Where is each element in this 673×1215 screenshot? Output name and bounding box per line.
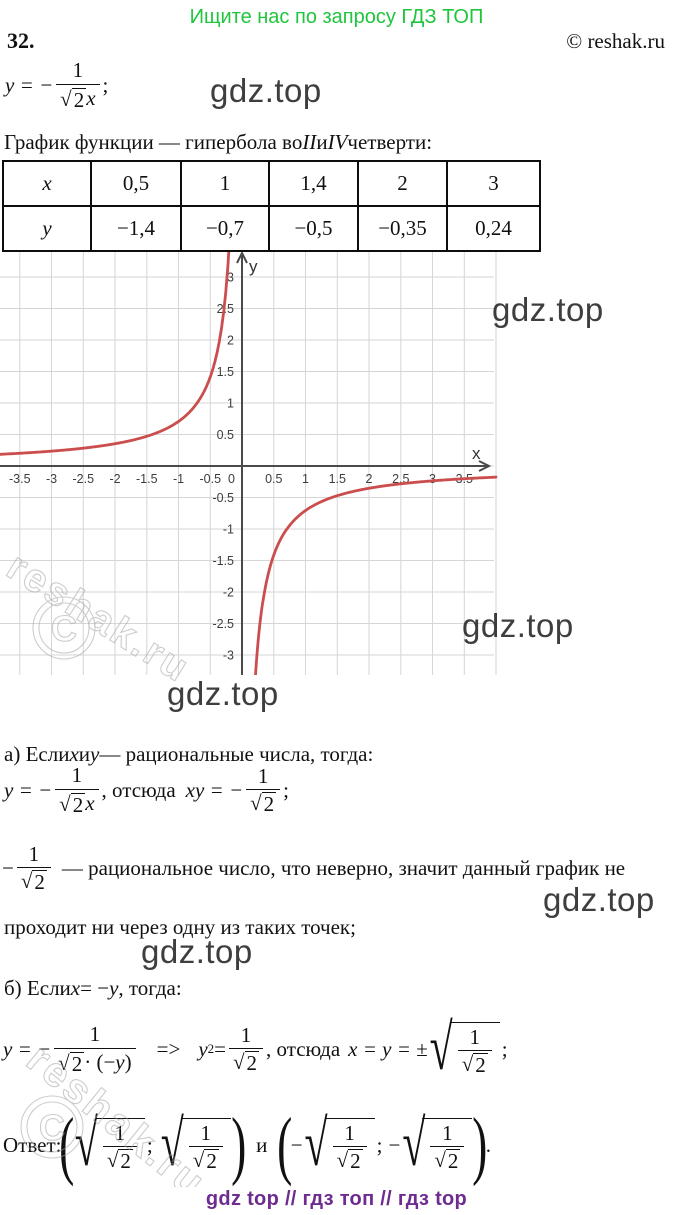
graph-caption: График функции — гипербола во II и IV че… [4, 129, 433, 154]
svg-text:3: 3 [429, 472, 436, 486]
svg-text:0.5: 0.5 [265, 472, 282, 486]
intro-formula: y = −1 √ 2 x; [5, 58, 109, 112]
y-value: −1,4 [90, 205, 182, 252]
svg-text:y: y [249, 257, 258, 276]
section-a-formula: y = −1 √ 2 x, отсюда xy = −1 √ 2; [4, 763, 289, 817]
y-value: −0,7 [180, 205, 270, 252]
svg-text:-2: -2 [223, 586, 234, 600]
svg-text:-2: -2 [109, 472, 120, 486]
svg-text:-1: -1 [223, 523, 234, 537]
svg-text:-3.5: -3.5 [9, 472, 31, 486]
gdz-watermark-4: gdz.top [167, 675, 279, 712]
values-table: x 0,5 1 1,4 2 3 y −1,4 −0,7 −0,5 −0,35 0… [2, 160, 541, 252]
reshak-watermark-graph: reshak.ru C [0, 544, 195, 685]
footer-tags: gdz top // гдз топ // гдз top [205, 1188, 468, 1210]
svg-text:0.5: 0.5 [217, 428, 234, 442]
y-value: −0,5 [268, 205, 359, 252]
y-value: −0,35 [357, 205, 448, 252]
function-graph: -3.5 -3 -2.5 -2 -1.5 -1 -0.5 0 0.5 1 1.5 2 2.5 3 3.532… [0, 252, 498, 675]
gdz-watermark-2: gdz.top [492, 291, 604, 328]
x-value: 1,4 [268, 160, 359, 207]
table-row-x: x 0,5 1 1,4 2 3 [2, 160, 541, 207]
answer-line: Ответ: (√ 1 √ 2; √ 1 √ 2) и(− √ 1 √ 2; − √ 1 √ 2). [3, 1102, 491, 1187]
section-a-paragraph-2: проходит ни через одну из таких точек; [4, 914, 356, 939]
gdz-watermark-5: gdz.top [543, 881, 655, 918]
section-b-formula: y = −1 √ 2 · (− y) => y 2 = 1 √ 2, отсюда x = y =… [3, 1013, 508, 1085]
x-value: 3 [446, 160, 541, 207]
reshak-watermark-text: reshak.ru [0, 544, 195, 685]
row-x-label: x [2, 160, 92, 207]
svg-text:-1: -1 [173, 472, 184, 486]
reshak-watermark-c: C [51, 608, 77, 649]
svg-text:-1.5: -1.5 [136, 472, 158, 486]
svg-text:-3: -3 [223, 649, 234, 663]
reshak-watermark-c: C [39, 1107, 65, 1148]
svg-text:3: 3 [227, 271, 234, 285]
section-b-heading: б) Если x = − y, тогда: [4, 975, 182, 1000]
reshak-watermark-bottom: reshak.ru C [18, 1034, 210, 1187]
svg-text:0: 0 [228, 472, 235, 486]
svg-text:-1.5: -1.5 [212, 554, 234, 568]
copyright-notice: © reshak.ru [566, 29, 665, 53]
svg-text:-3: -3 [46, 472, 57, 486]
gdz-watermark-3: gdz.top [462, 607, 574, 644]
svg-text:1: 1 [227, 397, 234, 411]
svg-text:1.5: 1.5 [329, 472, 346, 486]
gdz-watermark-1: gdz.top [210, 72, 322, 109]
y-value: 0,24 [446, 205, 541, 252]
section-a-paragraph-1: −1 √ 2— рациональное число, что неверно, з… [2, 841, 626, 894]
gdz-watermark-6: gdz.top [141, 933, 253, 970]
svg-text:1.5: 1.5 [217, 365, 234, 379]
problem-number: 32. [7, 28, 35, 53]
svg-text:-0.5: -0.5 [200, 472, 222, 486]
x-value: 0,5 [90, 160, 182, 207]
svg-text:2: 2 [366, 472, 373, 486]
svg-text:-2.5: -2.5 [73, 472, 95, 486]
section-a-heading: а) Если x и y — рациональные числа, тогд… [4, 741, 374, 766]
promo-banner: Ищите нас по запросу ГДЗ ТОП [189, 6, 484, 28]
svg-text:2: 2 [227, 334, 234, 348]
x-value: 2 [357, 160, 448, 207]
x-value: 1 [180, 160, 270, 207]
svg-text:-2.5: -2.5 [212, 617, 234, 631]
row-y-label: y [2, 205, 92, 252]
table-row-y: y −1,4 −0,7 −0,5 −0,35 0,24 [2, 205, 541, 252]
svg-text:1: 1 [302, 472, 309, 486]
svg-text:x: x [472, 444, 481, 463]
svg-text:-0.5: -0.5 [212, 491, 234, 505]
